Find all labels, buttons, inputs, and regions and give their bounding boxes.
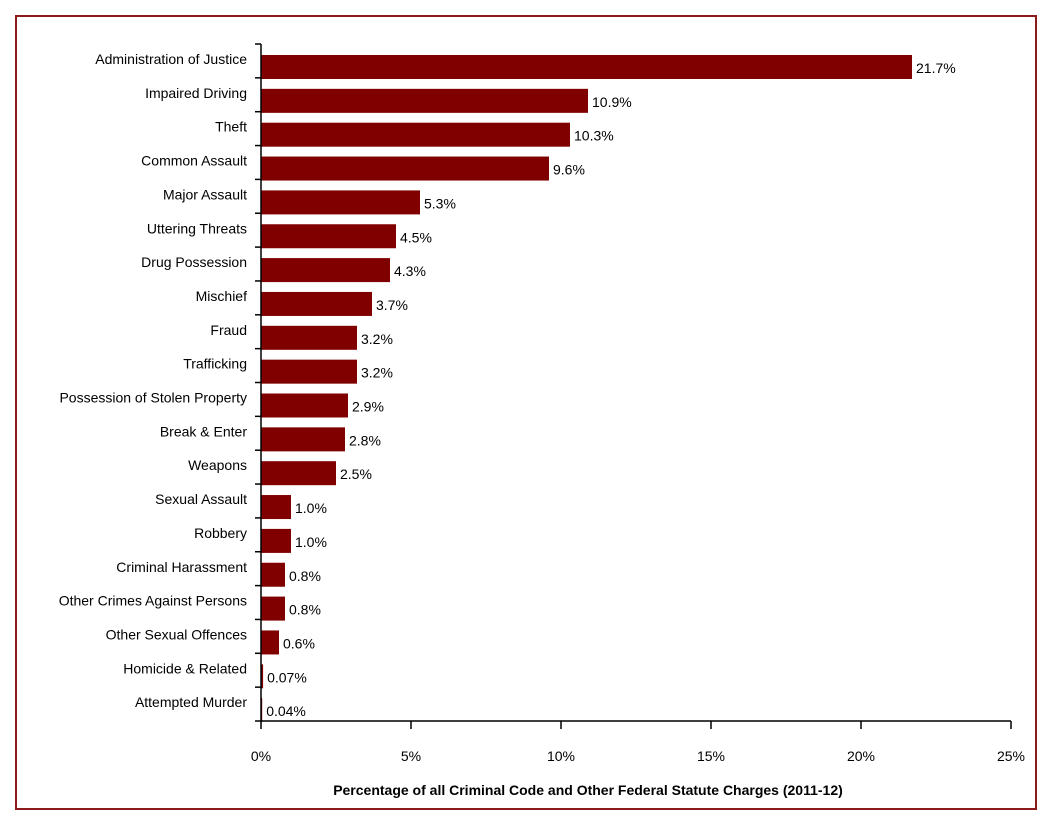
category-label: Attempted Murder [135,694,247,710]
bar-15 [261,562,285,587]
category-label: Possession of Stolen Property [59,390,247,406]
chart-frame [15,15,1037,810]
category-label: Other Crimes Against Persons [59,593,247,609]
bar-0 [261,55,912,79]
data-label: 2.9% [352,399,384,415]
bar-16 [261,596,285,621]
data-label: 0.6% [283,635,315,651]
category-label: Major Assault [163,186,247,202]
category-label: Robbery [194,525,247,541]
bar-11 [261,427,345,452]
category-label: Sexual Assault [155,491,247,507]
data-label: 21.7% [916,60,956,76]
data-label: 10.9% [592,94,632,110]
category-label: Homicide & Related [123,660,247,676]
data-label: 1.0% [295,500,327,516]
category-label: Other Sexual Offences [106,626,247,642]
category-label: Break & Enter [160,423,247,439]
category-label: Impaired Driving [145,85,247,101]
bar-18 [261,664,264,689]
x-tick-label: 15% [697,748,725,764]
data-label: 3.2% [361,365,393,381]
x-tick-label: 0% [251,748,271,764]
bar-14 [261,528,291,553]
category-label: Mischief [196,288,247,304]
category-label: Administration of Justice [95,51,247,67]
category-label: Uttering Threats [147,220,247,236]
x-tick-label: 10% [547,748,575,764]
category-label: Theft [215,119,247,135]
bar-13 [261,495,291,520]
x-tick-label: 20% [847,748,875,764]
data-label: 0.04% [266,703,306,719]
bar-4 [261,190,420,215]
category-label: Drug Possession [141,254,247,270]
bar-9 [261,359,357,384]
bar-12 [261,461,336,486]
data-label: 9.6% [553,162,585,178]
category-label: Trafficking [183,356,247,372]
x-tick-label: 25% [997,748,1025,764]
data-label: 2.8% [349,432,381,448]
data-label: 2.5% [340,466,372,482]
data-label: 10.3% [574,128,614,144]
data-label: 0.8% [289,568,321,584]
x-tick-label: 5% [401,748,421,764]
data-label: 1.0% [295,534,327,550]
category-label: Common Assault [141,153,247,169]
category-label: Criminal Harassment [116,559,247,575]
bar-7 [261,291,372,316]
bar-2 [261,122,570,147]
category-label: Fraud [210,322,247,338]
bar-10 [261,393,348,418]
category-label: Weapons [188,457,247,473]
data-label: 4.5% [400,229,432,245]
bar-3 [261,156,549,181]
bar-6 [261,258,390,283]
bar-8 [261,325,357,350]
bar-17 [261,630,279,655]
bar-1 [261,88,588,113]
data-label: 0.07% [267,669,307,685]
x-axis-label: Percentage of all Criminal Code and Othe… [333,782,843,798]
data-label: 3.2% [361,331,393,347]
data-label: 4.3% [394,263,426,279]
data-label: 0.8% [289,602,321,618]
bar-5 [261,224,396,249]
data-label: 5.3% [424,195,456,211]
data-label: 3.7% [376,297,408,313]
